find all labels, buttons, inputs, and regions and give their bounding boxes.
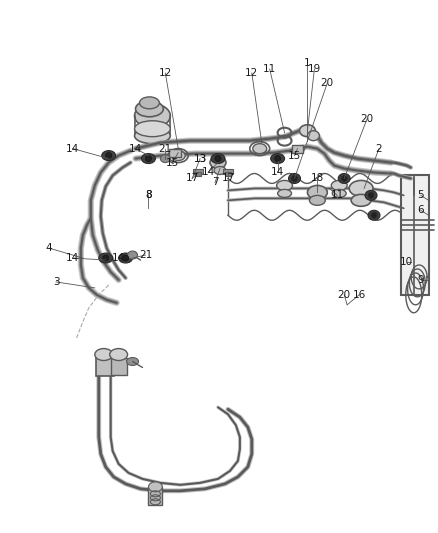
Bar bbox=[401, 175, 429, 295]
Ellipse shape bbox=[134, 104, 170, 128]
Text: 9: 9 bbox=[417, 275, 424, 285]
Text: 1: 1 bbox=[304, 58, 311, 68]
Ellipse shape bbox=[127, 358, 138, 366]
Text: 15: 15 bbox=[288, 151, 301, 160]
Ellipse shape bbox=[278, 189, 292, 197]
Ellipse shape bbox=[127, 251, 138, 259]
Circle shape bbox=[215, 156, 221, 161]
Text: 14: 14 bbox=[66, 143, 80, 154]
Circle shape bbox=[275, 156, 281, 161]
Circle shape bbox=[292, 175, 297, 181]
Text: 5: 5 bbox=[417, 190, 424, 200]
Ellipse shape bbox=[309, 196, 325, 205]
Ellipse shape bbox=[277, 181, 293, 190]
Text: 6: 6 bbox=[417, 205, 424, 215]
Ellipse shape bbox=[331, 181, 347, 190]
Ellipse shape bbox=[134, 128, 170, 144]
Ellipse shape bbox=[253, 144, 267, 154]
Text: 13: 13 bbox=[194, 154, 207, 164]
Text: 13: 13 bbox=[194, 154, 207, 164]
Text: 10: 10 bbox=[400, 257, 413, 267]
Ellipse shape bbox=[332, 189, 346, 197]
Circle shape bbox=[145, 156, 152, 161]
Bar bbox=[223, 168, 233, 174]
Text: 14: 14 bbox=[271, 167, 284, 177]
Bar bbox=[111, 358, 127, 375]
Text: 14: 14 bbox=[129, 143, 142, 154]
Text: 20: 20 bbox=[338, 290, 351, 300]
Ellipse shape bbox=[102, 151, 116, 160]
Text: 17: 17 bbox=[221, 173, 235, 183]
Text: 15: 15 bbox=[166, 158, 179, 167]
Text: 8: 8 bbox=[145, 190, 152, 200]
Text: 14: 14 bbox=[201, 167, 215, 177]
Text: 14: 14 bbox=[66, 253, 80, 263]
Text: 12: 12 bbox=[159, 68, 172, 78]
Ellipse shape bbox=[134, 121, 170, 136]
Text: 20: 20 bbox=[360, 114, 374, 124]
Text: 19: 19 bbox=[308, 64, 321, 74]
Ellipse shape bbox=[300, 125, 315, 136]
Ellipse shape bbox=[338, 173, 350, 183]
Circle shape bbox=[123, 255, 129, 261]
Bar bbox=[193, 168, 203, 174]
Ellipse shape bbox=[211, 154, 225, 164]
Ellipse shape bbox=[135, 101, 163, 117]
Ellipse shape bbox=[289, 173, 300, 183]
Text: 11: 11 bbox=[263, 64, 276, 74]
Circle shape bbox=[341, 175, 347, 181]
Text: 8: 8 bbox=[145, 190, 152, 200]
Bar bbox=[225, 173, 231, 176]
Circle shape bbox=[106, 152, 112, 158]
Bar bbox=[96, 354, 114, 376]
Ellipse shape bbox=[171, 151, 185, 160]
Text: 14: 14 bbox=[112, 253, 125, 263]
Ellipse shape bbox=[368, 211, 380, 220]
Ellipse shape bbox=[148, 482, 162, 492]
Text: 4: 4 bbox=[46, 243, 53, 253]
Text: 11: 11 bbox=[331, 190, 344, 200]
Ellipse shape bbox=[210, 157, 226, 168]
Text: 18: 18 bbox=[311, 173, 324, 183]
Ellipse shape bbox=[365, 190, 377, 200]
Ellipse shape bbox=[351, 195, 371, 206]
Ellipse shape bbox=[119, 253, 133, 263]
Ellipse shape bbox=[160, 155, 170, 163]
Bar bbox=[148, 487, 162, 505]
Text: 21: 21 bbox=[139, 250, 152, 260]
Ellipse shape bbox=[271, 154, 285, 164]
Ellipse shape bbox=[99, 253, 113, 263]
Ellipse shape bbox=[307, 131, 319, 141]
Circle shape bbox=[103, 255, 109, 261]
Bar bbox=[292, 144, 304, 152]
Bar bbox=[195, 173, 201, 176]
Text: 7: 7 bbox=[212, 177, 218, 188]
Ellipse shape bbox=[214, 166, 226, 174]
Text: 2: 2 bbox=[376, 143, 382, 154]
Ellipse shape bbox=[95, 349, 113, 360]
Text: 17: 17 bbox=[186, 173, 199, 183]
Text: 12: 12 bbox=[245, 68, 258, 78]
Ellipse shape bbox=[110, 349, 127, 360]
Text: 16: 16 bbox=[353, 290, 366, 300]
Ellipse shape bbox=[349, 181, 373, 196]
Ellipse shape bbox=[140, 97, 159, 109]
Ellipse shape bbox=[307, 185, 327, 199]
Text: 20: 20 bbox=[321, 78, 334, 88]
Text: 21: 21 bbox=[159, 143, 172, 154]
Circle shape bbox=[368, 192, 374, 198]
Text: 3: 3 bbox=[53, 277, 60, 287]
Ellipse shape bbox=[141, 154, 155, 164]
Circle shape bbox=[371, 212, 377, 218]
Bar bbox=[170, 149, 181, 157]
